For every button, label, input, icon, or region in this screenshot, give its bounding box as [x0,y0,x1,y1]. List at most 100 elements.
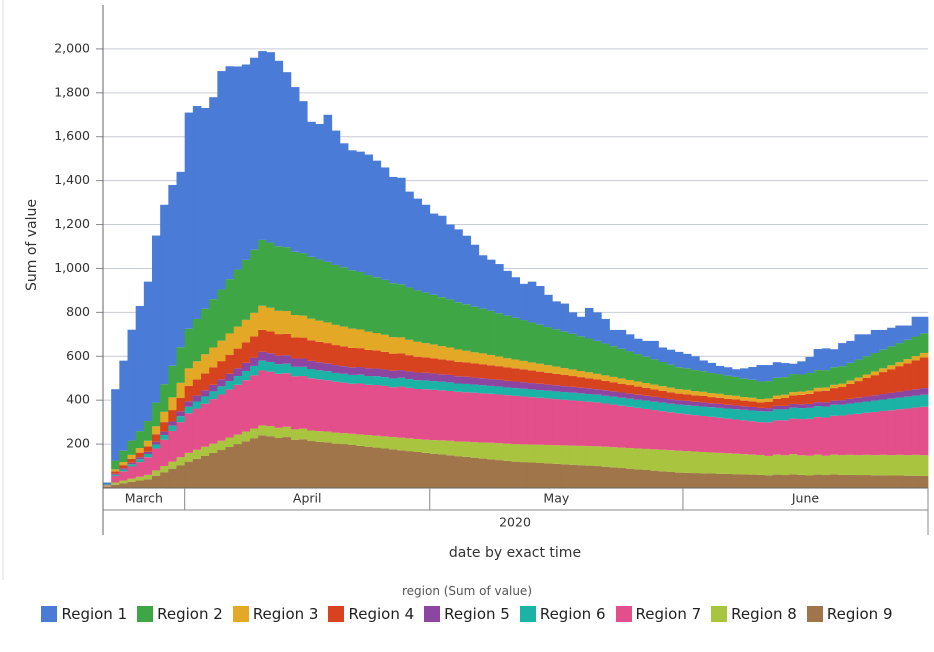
legend-item[interactable]: Region 9 [806,604,893,624]
year-label: 2020 [499,515,531,530]
month-label: June [791,491,820,506]
bar-segment [576,370,586,378]
bar-segment [184,328,194,369]
bar-segment [797,404,806,409]
bar-segment [813,402,823,407]
bar-segment [339,373,349,383]
bar-segment [854,475,864,488]
bar-segment [740,406,749,410]
bar-segment [797,408,806,420]
bar-segment [225,381,235,390]
bar-segment [111,475,120,483]
legend-item[interactable]: Region 4 [328,604,414,624]
bar-segment [462,304,471,351]
bar-segment [707,393,717,398]
bar-segment [135,480,145,488]
bar-segment [209,391,218,400]
bar-segment [421,439,431,453]
bar-segment [617,392,627,398]
bar-segment [250,365,259,376]
bar-segment [470,352,480,364]
bar-segment [307,441,316,488]
bar-segment [454,302,463,350]
bar-segment [764,475,774,488]
bar-segment [854,413,864,456]
bar-segment [348,383,357,434]
bar-segment [682,368,692,390]
bar-segment [470,442,480,458]
bar-segment [454,391,463,442]
legend-item[interactable]: Region 3 [232,604,318,624]
bar-segment [731,369,741,377]
bar-segment [658,390,668,398]
bar-segment [691,356,700,371]
bar-segment [209,97,218,300]
bar-segment [201,455,210,488]
bar-segment [160,431,169,436]
bar-segment [364,349,373,369]
bar-segment [388,387,398,438]
bar-segment [552,463,561,488]
bar-segment [919,352,929,358]
bar-segment [560,392,569,400]
bar-segment [666,392,676,400]
bar-segment [854,455,864,476]
bar-segment [446,382,455,391]
bar-segment [274,373,284,428]
bar-segment [454,383,463,392]
bar-segment [878,329,888,350]
bar-segment [829,404,839,416]
bar-segment [160,466,169,473]
bar-segment [674,400,684,405]
bar-segment [388,337,398,354]
bar-segment [633,394,643,400]
bar-segment [756,474,766,488]
bar-segment [887,327,896,347]
bar-segment [437,297,447,347]
legend-item[interactable]: Region 8 [711,604,797,624]
bar-segment [454,229,463,303]
bar-segment [380,369,390,378]
bar-segment [503,270,512,316]
bar-segment [168,421,177,426]
legend-item[interactable]: Region 7 [615,604,701,624]
bar-segment [225,389,235,438]
bar-segment [495,386,504,395]
bar-segment [486,442,496,460]
bar-segment [372,385,382,436]
bar-segment [682,353,692,369]
bar-segment [609,396,619,405]
bar-segment [241,362,251,371]
bar-segment [593,446,602,467]
bar-segment [903,408,913,456]
bar-segment [331,381,341,433]
bar-segment [397,284,406,338]
bar-segment [846,383,855,399]
bar-segment [740,400,749,407]
bar-segment [772,377,782,396]
bar-segment [184,385,194,402]
bar-segment [658,386,668,391]
legend-item[interactable]: Region 6 [519,604,606,624]
bar-segment [446,390,455,441]
bar-segment [699,371,708,392]
bar-segment [789,395,798,404]
legend-item[interactable]: Region 5 [424,604,510,624]
bar-segment [307,369,316,379]
bar-segment [184,406,194,414]
bar-segment [789,363,798,375]
bar-segment [364,154,373,276]
bar-segment [364,384,373,436]
bar-segment [829,415,839,455]
bar-segment [478,458,488,488]
bar-segment [339,267,349,327]
bar-segment [331,130,341,265]
bar-segment [470,457,480,488]
bar-segment [878,349,888,369]
bar-segment [821,390,831,403]
legend-item[interactable]: Region 2 [137,604,223,624]
legend-item[interactable]: Region 1 [41,604,127,624]
bar-segment [437,346,447,360]
bar-segment [805,407,815,419]
bar-segment [364,446,373,488]
